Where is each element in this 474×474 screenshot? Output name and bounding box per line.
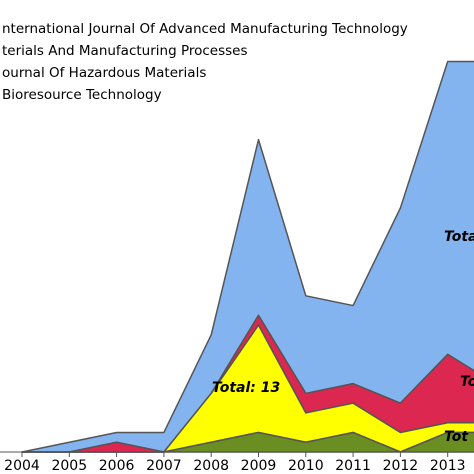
legend-entry-0: Bioresource Technology [2,87,162,103]
total-label-blue: Total [444,229,474,245]
x-tick-label: 2009 [241,458,277,474]
x-tick-label: 2010 [288,458,324,474]
total-label-green: Tot [444,429,469,445]
x-tick-label: 2006 [99,458,135,474]
area-layers [21,60,474,453]
legend: nternational Journal Of Advanced Manufac… [2,21,408,103]
x-axis-ticks: 2004 2005 2006 2007 2008 2009 2010 2011 2012 2013… [4,452,466,474]
x-tick-label: 2008 [193,458,229,474]
x-tick-label: 2005 [51,458,87,474]
total-label-2009: Total: 13 [212,380,280,396]
total-label-red: Tot [460,374,474,390]
x-tick-label: 2012 [383,458,419,474]
legend-entry-1: ournal Of Hazardous Materials [2,65,206,81]
legend-entry-2: terials And Manufacturing Processes [2,43,248,59]
x-tick-label: 2004 [4,458,40,474]
total-annotations: Total: 13 Total Tot Tot [212,229,474,445]
x-tick-label: 2013 [430,458,466,474]
x-tick-label: 2007 [146,458,182,474]
legend-entry-3: nternational Journal Of Advanced Manufac… [2,21,408,37]
x-tick-label: 2011 [335,458,371,474]
